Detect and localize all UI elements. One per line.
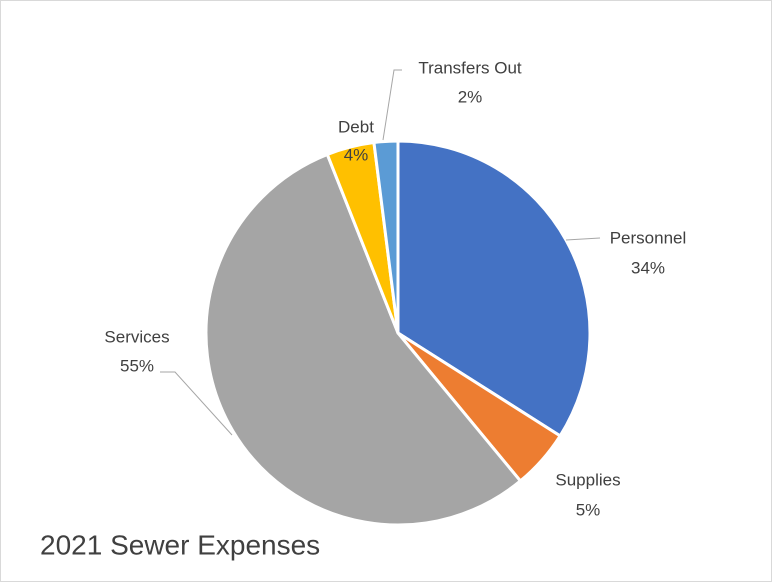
pie <box>204 139 592 527</box>
slice-label: Services <box>104 327 169 346</box>
leader-line <box>382 69 402 141</box>
slice-label: Personnel <box>610 228 687 247</box>
chart-title: 2021 Sewer Expenses <box>40 529 320 560</box>
leader-line <box>565 237 601 241</box>
slice-value-label: 2% <box>458 87 483 106</box>
slice-value-label: 5% <box>576 500 601 519</box>
labels: Personnel 34% Supplies 5% Services 55% Debt 4% T… <box>104 58 686 519</box>
slice-label: Supplies <box>555 470 620 489</box>
pie-slice <box>372 139 400 335</box>
slice-label: Debt <box>338 117 374 136</box>
slice-label: Transfers Out <box>418 58 522 77</box>
slice-value-label: 34% <box>631 258 665 277</box>
leader-line <box>160 371 233 436</box>
slice-value-label: 55% <box>120 356 154 375</box>
pie-slice <box>204 152 522 527</box>
slice-value-label: 4% <box>344 145 369 164</box>
